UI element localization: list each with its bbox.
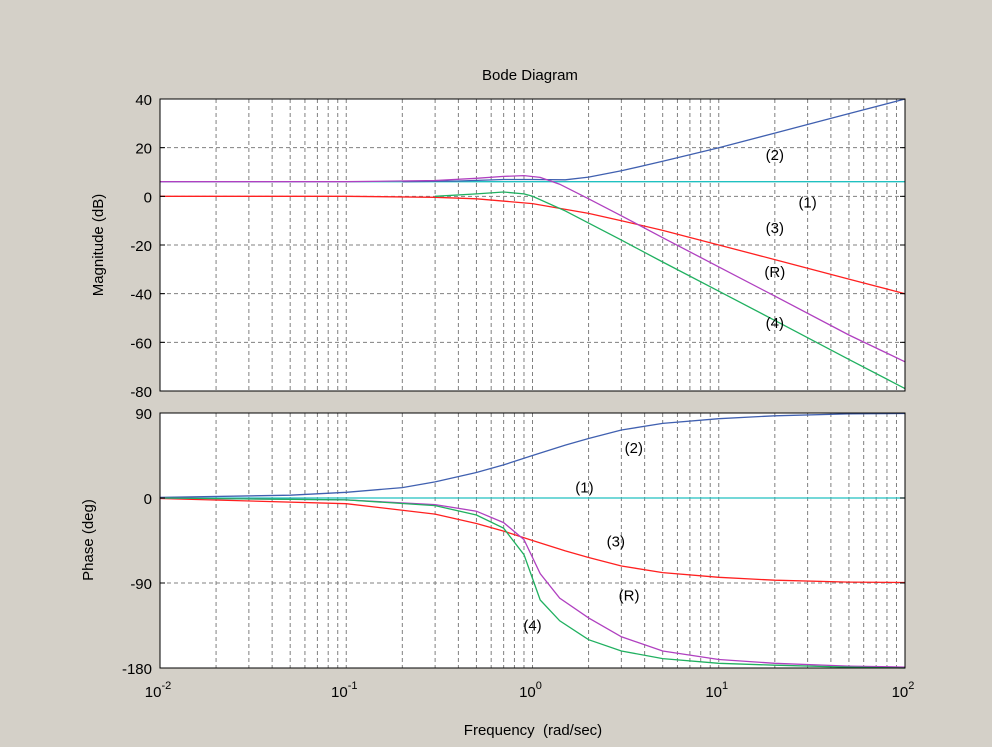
mag-y-tick-label: 40 — [135, 92, 152, 109]
x-tick-exponent: 1 — [722, 680, 728, 692]
phase-axes-box — [159, 412, 906, 669]
x-tick-exponent: -2 — [161, 680, 171, 692]
magnitude-y-label: Magnitude (dB) — [90, 194, 107, 297]
ph-y-tick-label: 90 — [135, 406, 152, 423]
x-tick-exponent: 0 — [536, 680, 542, 692]
mag-curve-label: (2) — [766, 147, 784, 164]
mag-y-tick-label: -80 — [130, 384, 152, 401]
ph-y-tick-label: -90 — [130, 576, 152, 593]
magnitude-axes-box — [159, 98, 906, 392]
ph-y-tick-label: 0 — [144, 491, 152, 508]
mag-y-tick-label: -60 — [130, 335, 152, 352]
ph-y-tick-label: -180 — [122, 661, 152, 678]
mag-y-tick-label: -20 — [130, 238, 152, 255]
x-tick-exponent: 2 — [908, 680, 914, 692]
mag-series-line — [160, 195, 906, 295]
magnitude-lines — [160, 98, 906, 390]
chart-title: Bode Diagram — [482, 67, 578, 84]
mag-series-line — [160, 174, 906, 363]
mag-series-line — [402, 98, 906, 183]
ph-curve-label: (R) — [619, 587, 640, 604]
ph-series-line — [159, 497, 906, 584]
ph-curve-label: (4) — [523, 618, 541, 635]
ph-series-line — [159, 497, 906, 668]
x-tick-exponent: -1 — [348, 680, 358, 692]
mag-curve-label: (R) — [764, 264, 785, 281]
ph-series-line — [159, 412, 906, 499]
ph-curve-label: (3) — [607, 533, 625, 550]
mag-y-tick-label: 0 — [144, 189, 152, 206]
magnitude-curve-labels: (2) (1) (3) (R) (4) — [764, 147, 816, 332]
mag-y-tick-label: 20 — [135, 141, 152, 158]
x-axis-label: Frequency (rad/sec) — [464, 722, 602, 739]
magnitude-axes: (2) (1) (3) (R) (4) 40 20 0 -20 -40 -60 -80 Magnit… — [90, 92, 906, 401]
phase-y-ticks: 90 0 -90 -180 — [122, 406, 905, 678]
mag-series-line — [435, 191, 906, 390]
phase-lines — [159, 412, 906, 669]
ph-curve-label: (2) — [625, 440, 643, 457]
phase-curve-labels: (2) (1) (3) (R) (4) — [523, 440, 643, 635]
mag-curve-label: (4) — [766, 315, 784, 332]
mag-curve-label: (3) — [766, 220, 784, 237]
mag-curve-label: (1) — [798, 194, 816, 211]
phase-y-label: Phase (deg) — [80, 499, 97, 581]
mag-y-tick-label: -40 — [130, 287, 152, 304]
ph-series-line — [159, 497, 906, 669]
ph-curve-label: (1) — [575, 480, 593, 497]
phase-axes: (2)(1)(3)(R)(4) 900-90-180 10-2 10-1 100 10… — [80, 406, 914, 701]
